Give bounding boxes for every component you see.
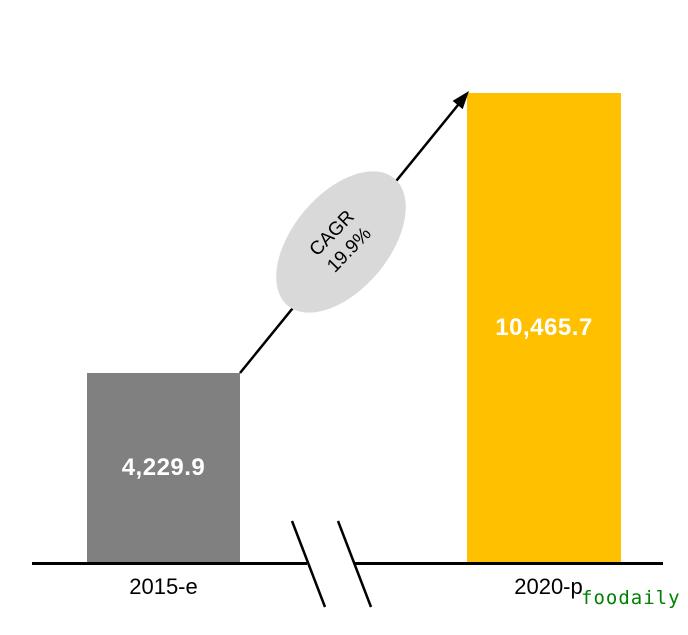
x-axis-baseline-left <box>32 562 307 565</box>
bar-2020p-value-label: 10,465.7 <box>495 314 593 341</box>
bar-2015e: 4,229.9 <box>87 373 240 563</box>
foodaily-watermark: foodaily <box>581 587 681 609</box>
x-axis-baseline-right <box>355 562 663 565</box>
category-label-2020p: 2020-p <box>514 574 583 599</box>
bar-2015e-value-label: 4,229.9 <box>121 454 206 481</box>
category-label-2015e: 2015-e <box>129 574 198 599</box>
cagr-annotation: CAGR 19.9% <box>305 206 377 278</box>
bar-2020p: 10,465.7 <box>467 93 621 563</box>
